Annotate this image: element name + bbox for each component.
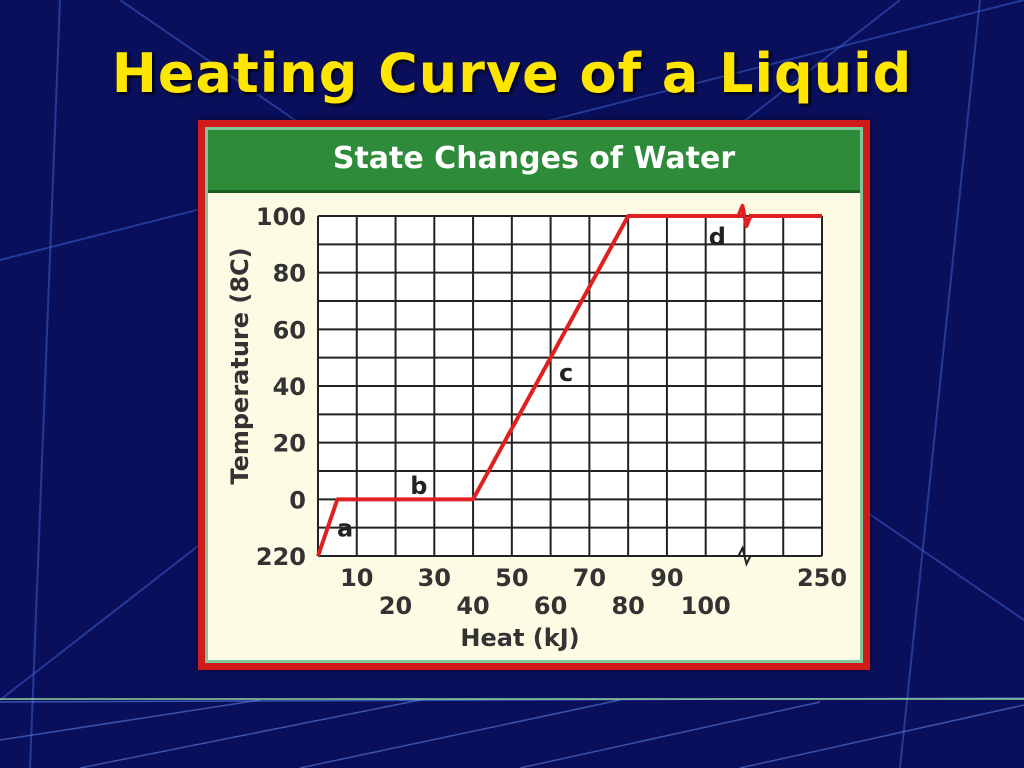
chart-panel: State Changes of Water 220 0 20 40 60 80 100 1… [208,130,860,660]
x-tick-label-upper: 250 [797,564,847,592]
y-tick-label: 220 [256,543,306,571]
x-tick-label-upper: 30 [418,564,451,592]
y-tick-label: 20 [273,430,306,458]
chart-title: State Changes of Water [208,130,860,193]
x-axis-ticks: 10 30 50 70 90 250 20 40 60 80 100 [340,564,847,620]
axis-break-bottom [737,545,752,567]
segment-label-a: a [337,515,353,543]
y-axis-label: Temperature (8C) [226,247,254,484]
x-tick-label-upper: 10 [340,564,373,592]
heating-curve-chart: 220 0 20 40 60 80 100 10 30 50 70 90 250 20 40 60 80 100… [226,203,847,652]
curve-annotations: a b c d [337,223,726,543]
x-axis-label: Heat (kJ) [460,624,579,652]
y-tick-label: 40 [273,373,306,401]
y-tick-label: 80 [273,260,306,288]
curve-series [316,204,822,557]
x-tick-label-upper: 90 [650,564,683,592]
slide-title: Heating Curve of a Liquid [111,42,913,105]
x-tick-label-lower: 60 [534,592,567,620]
segment-label-d: d [709,223,726,251]
y-tick-label: 60 [273,316,306,344]
x-tick-label-lower: 80 [611,592,644,620]
segment-label-b: b [410,472,427,500]
chart-frame: State Changes of Water 220 0 20 40 60 80 100 1… [198,120,870,670]
y-axis-ticks: 220 0 20 40 60 80 100 [256,203,306,571]
y-tick-label: 100 [256,203,306,231]
x-tick-label-lower: 20 [379,592,412,620]
x-tick-label-upper: 50 [495,564,528,592]
y-tick-label: 0 [289,486,306,514]
segment-label-c: c [559,359,573,387]
chart-frame-border: State Changes of Water 220 0 20 40 60 80 100 1… [205,127,863,663]
x-tick-label-upper: 70 [573,564,606,592]
x-tick-label-lower: 40 [456,592,489,620]
heating-curve-line [316,204,822,557]
x-tick-label-lower: 100 [681,592,731,620]
